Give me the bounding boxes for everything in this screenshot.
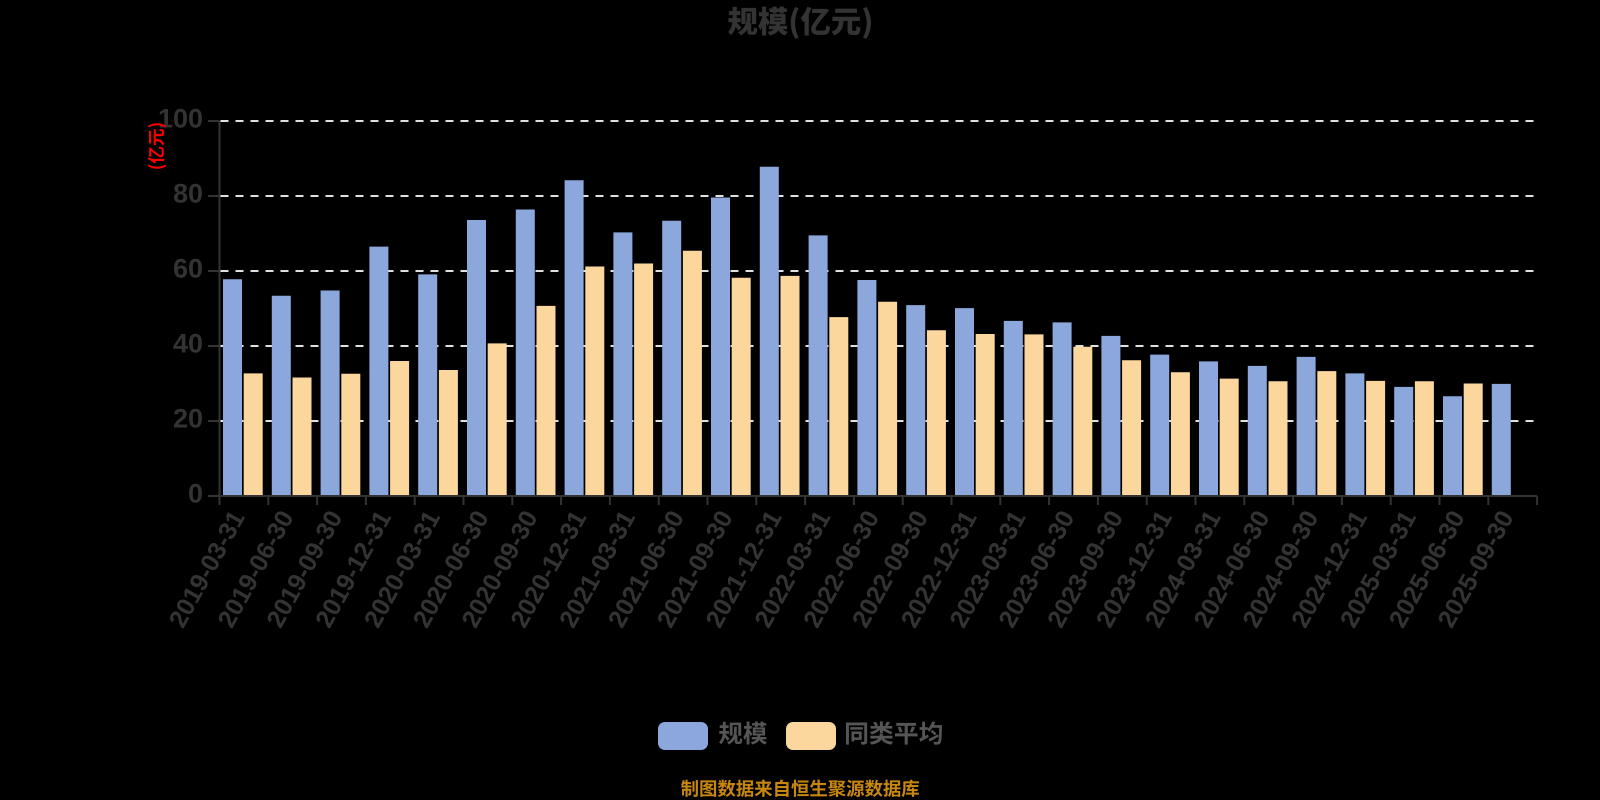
svg-text:0: 0 — [188, 478, 203, 508]
svg-text:40: 40 — [173, 328, 203, 358]
svg-text:100: 100 — [158, 103, 203, 133]
svg-text:20: 20 — [173, 403, 203, 433]
svg-text:80: 80 — [173, 178, 203, 208]
svg-text:60: 60 — [173, 253, 203, 283]
